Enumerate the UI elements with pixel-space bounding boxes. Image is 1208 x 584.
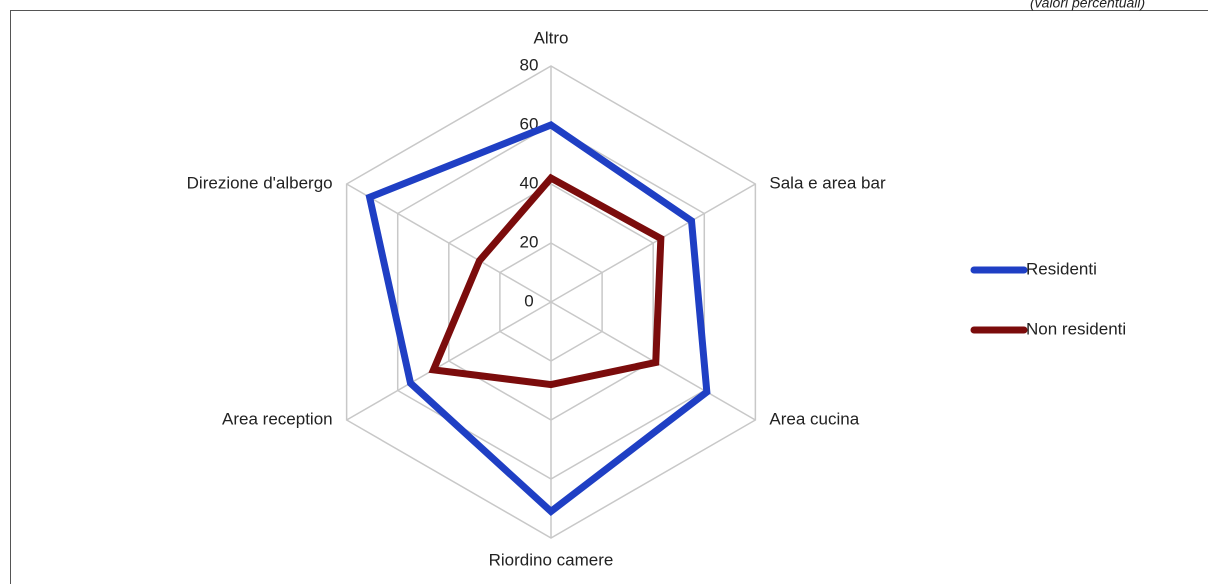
category-label: Altro — [534, 28, 569, 47]
r-tick-label: 40 — [520, 173, 539, 192]
series-line — [365, 121, 711, 517]
legend-label: Non residenti — [1026, 319, 1126, 338]
series-line — [428, 173, 665, 389]
category-label: Area reception — [222, 409, 333, 428]
r-tick-label: 80 — [520, 55, 539, 74]
r-tick-label: 0 — [524, 291, 533, 310]
axis-spoke — [346, 301, 552, 421]
axis-spoke — [346, 183, 552, 303]
category-label: Area cucina — [769, 409, 859, 428]
category-label: Riordino camere — [489, 550, 614, 569]
category-label: Direzione d'albergo — [187, 173, 333, 192]
axis-spoke — [550, 183, 756, 303]
r-tick-label: 20 — [520, 232, 539, 251]
category-label: Sala e area bar — [769, 173, 886, 192]
chart-subtitle: (valori percentuali) — [1030, 0, 1145, 11]
legend-label: Residenti — [1026, 259, 1097, 278]
chart-frame — [10, 10, 1208, 584]
